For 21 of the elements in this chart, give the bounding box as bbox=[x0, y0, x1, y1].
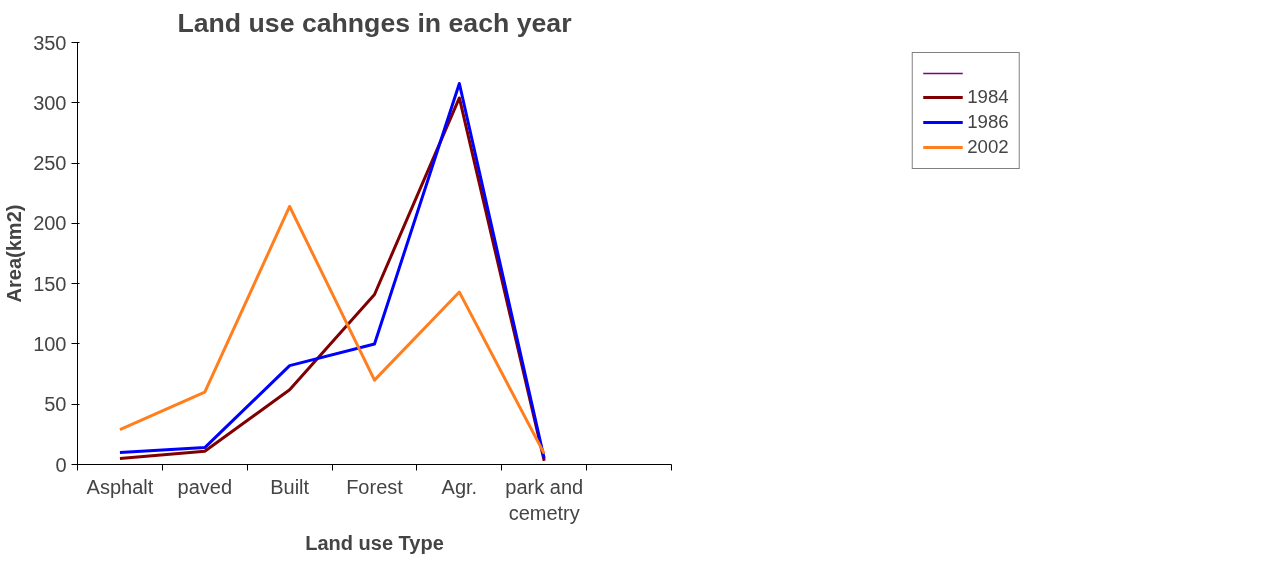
line-series bbox=[118, 204, 546, 456]
legend-label: 1986 bbox=[967, 111, 1009, 133]
y-tick-label: 200 bbox=[33, 212, 67, 235]
y-tick-label: 100 bbox=[33, 332, 67, 355]
legend-label: 1984 bbox=[967, 86, 1009, 108]
y-axis-title: Area(km2) bbox=[3, 204, 26, 303]
y-tick-label: 250 bbox=[33, 152, 67, 175]
x-tick-label: Built bbox=[270, 475, 310, 498]
chart-title: Land use cahnges in each year bbox=[177, 7, 572, 38]
y-tick-label: 50 bbox=[44, 393, 67, 416]
x-tick-label: Agr. bbox=[441, 475, 478, 498]
y-tick-label: 300 bbox=[33, 91, 67, 114]
y-tick-label: 0 bbox=[55, 453, 67, 476]
x-tick-label: Asphalt bbox=[86, 475, 154, 498]
y-tick-label: 150 bbox=[33, 272, 67, 295]
x-tick-label: paved bbox=[177, 475, 233, 498]
legend-label: 2002 bbox=[967, 136, 1009, 158]
x-tick-label: Forest bbox=[346, 475, 404, 498]
x-tick-label: park and cemetry bbox=[505, 475, 584, 524]
y-tick-label: 350 bbox=[33, 31, 67, 54]
x-axis-title: Land use Type bbox=[305, 531, 444, 554]
